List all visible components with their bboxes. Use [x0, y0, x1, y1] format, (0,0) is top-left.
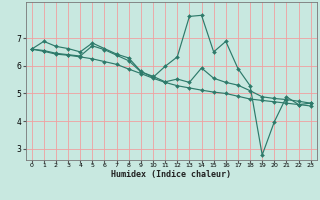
X-axis label: Humidex (Indice chaleur): Humidex (Indice chaleur) [111, 170, 231, 179]
